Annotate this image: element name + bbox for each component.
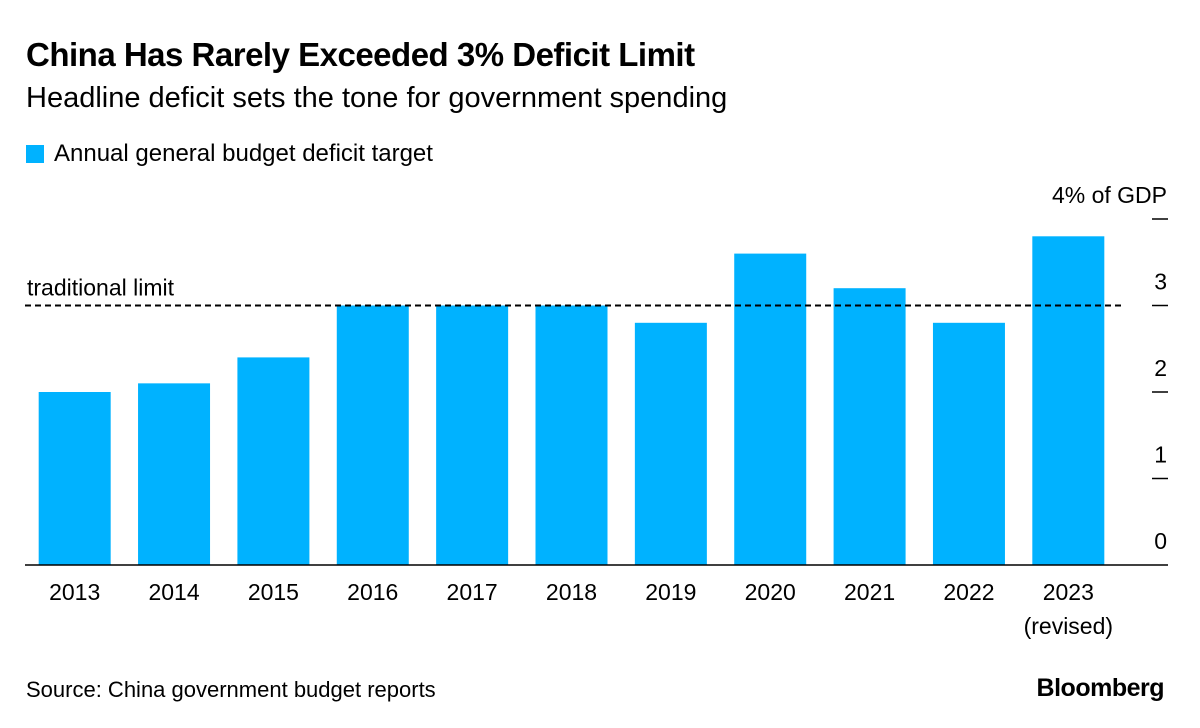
reference-line-label: traditional limit xyxy=(27,275,175,301)
bar-2023 xyxy=(1032,236,1105,566)
x-tick-label-2017: 2017 xyxy=(447,579,498,605)
bar-2016 xyxy=(336,305,409,565)
brand-logo: Bloomberg xyxy=(1036,674,1165,702)
bar-2019 xyxy=(634,322,707,565)
x-tick-label-2018: 2018 xyxy=(546,579,597,605)
axis-layer: 2013 2014 2015 2016 2017 2018 2019 2020 2021 2022… xyxy=(25,182,1168,639)
chart-title: China Has Rarely Exceeded 3% Deficit Lim… xyxy=(26,36,695,73)
x-tick-label-2013: 2013 xyxy=(49,579,100,605)
bars-layer xyxy=(38,236,1105,566)
y-tick-label-4: 4% of GDP xyxy=(1052,182,1167,208)
y-tick-label-1: 1 xyxy=(1154,442,1167,468)
x-tick-label-2022: 2022 xyxy=(943,579,994,605)
legend: Annual general budget deficit target xyxy=(26,140,433,168)
x-tick-label-2016: 2016 xyxy=(347,579,398,605)
x-tick-label-2014: 2014 xyxy=(148,579,199,605)
bar-2013 xyxy=(38,392,111,565)
bar-2022 xyxy=(932,322,1005,565)
x-tick-label-2020: 2020 xyxy=(745,579,796,605)
bar-2014 xyxy=(138,383,211,565)
y-tick-label-0: 0 xyxy=(1154,528,1167,554)
y-tick-label-3: 3 xyxy=(1154,269,1167,295)
bar-2021 xyxy=(833,288,906,565)
chart-subtitle: Headline deficit sets the tone for gover… xyxy=(26,82,728,114)
x-tick-label-2019: 2019 xyxy=(645,579,696,605)
y-tick-label-2: 2 xyxy=(1154,355,1167,381)
x-tick-label-2023: 2023 xyxy=(1043,579,1094,605)
bar-2020 xyxy=(734,253,807,565)
x-tick-label-2015: 2015 xyxy=(248,579,299,605)
x-tick-sublabel-2023: (revised) xyxy=(1024,613,1113,639)
legend-swatch xyxy=(26,145,44,163)
legend-label: Annual general budget deficit target xyxy=(54,140,433,167)
reference-layer: traditional limit xyxy=(25,275,1125,307)
bar-2015 xyxy=(237,357,310,565)
source-note: Source: China government budget reports xyxy=(26,677,436,702)
bar-2017 xyxy=(436,305,509,565)
bar-2018 xyxy=(535,305,608,565)
x-tick-label-2021: 2021 xyxy=(844,579,895,605)
